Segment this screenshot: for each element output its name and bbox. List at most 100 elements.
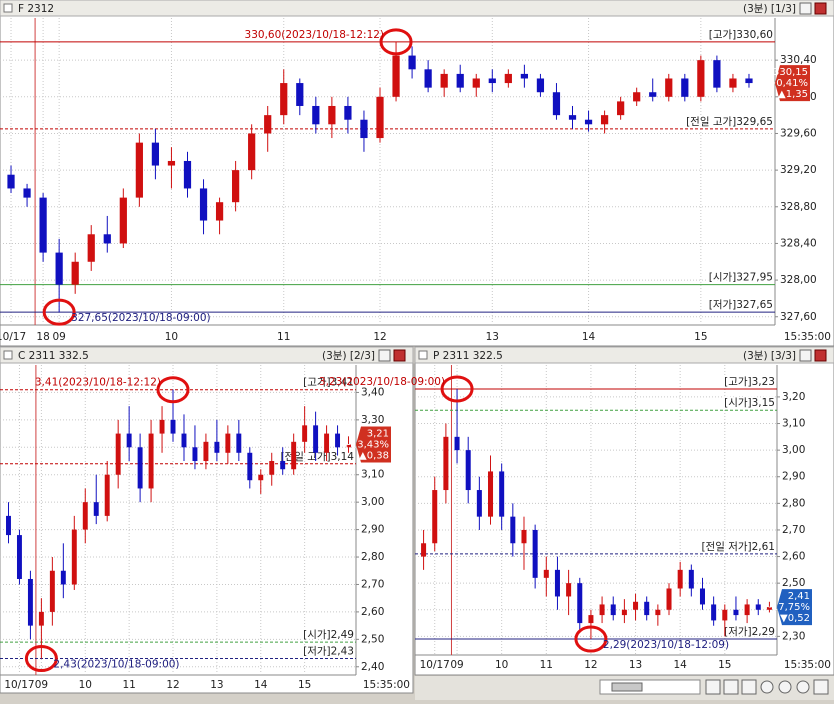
- y-tick-label: 328,40: [780, 237, 817, 249]
- x-tick-label: 12: [584, 659, 597, 671]
- candle-body: [269, 461, 275, 475]
- candle-body: [93, 502, 99, 516]
- x-tick-label: 14: [254, 679, 268, 691]
- last-price-label: +13,43%: [342, 440, 389, 451]
- last-price-box: [775, 65, 810, 102]
- last-price-label: 3,21: [367, 429, 389, 440]
- candle-body: [71, 529, 77, 585]
- highlight-circle: [440, 375, 474, 403]
- next-button[interactable]: [741, 679, 757, 695]
- candle-body: [733, 609, 739, 616]
- x-tick-label: 15: [718, 659, 731, 671]
- candle-body: [151, 142, 160, 166]
- candle-body: [665, 78, 673, 97]
- reference-label: [시가]3,15: [724, 397, 775, 409]
- checkbox[interactable]: [3, 3, 13, 13]
- highlight-circle: [574, 625, 608, 653]
- close-button[interactable]: [393, 349, 406, 362]
- search[interactable]: [796, 680, 810, 694]
- x-tick-label: 11: [122, 679, 135, 691]
- candle-body: [135, 142, 143, 198]
- reference-label: [시가]2,49: [303, 629, 354, 641]
- candle-body: [312, 105, 320, 125]
- candle-body: [711, 604, 717, 621]
- candle-body: [488, 78, 496, 84]
- candle-body: [729, 78, 737, 88]
- reference-label: [시가]327,95: [709, 272, 773, 284]
- maximize-button[interactable]: [799, 349, 812, 362]
- candle-body: [392, 55, 400, 97]
- candle-body: [510, 516, 516, 544]
- close-button[interactable]: [814, 349, 827, 362]
- reference-label: [고가]3,23: [724, 376, 775, 388]
- y-tick-label: 2,50: [361, 633, 384, 645]
- scroll-thumb[interactable]: [611, 682, 643, 692]
- checkbox[interactable]: [3, 350, 13, 360]
- candle-body: [137, 447, 143, 489]
- candle-body: [600, 115, 609, 125]
- last-price-label: ▲0,38: [359, 451, 389, 462]
- candle-body: [745, 78, 753, 84]
- last-price-label: -17,75%: [768, 602, 810, 613]
- x-tick-label: 11: [540, 659, 553, 671]
- x-tick-label: 11: [277, 331, 290, 343]
- reference-label: [저가]2,29: [724, 626, 775, 638]
- y-tick-label: 3,30: [361, 414, 384, 426]
- candle-body: [610, 604, 616, 616]
- candle-body: [617, 101, 625, 116]
- candle-body: [633, 92, 641, 102]
- reference-label: [고가]330,60: [709, 29, 773, 41]
- y-tick-label: 2,80: [361, 551, 384, 563]
- maximize-button[interactable]: [799, 2, 812, 15]
- candle-body: [119, 197, 127, 244]
- candle-body: [170, 419, 176, 434]
- y-tick-label: 3,20: [782, 391, 805, 403]
- candle-body: [521, 529, 527, 544]
- x-tick-label: 15: [298, 679, 311, 691]
- y-tick-label: 2,30: [782, 630, 805, 642]
- candle-body: [699, 588, 705, 605]
- candle-body: [577, 583, 583, 624]
- candle-body: [688, 569, 694, 589]
- settings[interactable]: [813, 679, 829, 695]
- y-tick-label: 3,10: [361, 469, 384, 481]
- panel: [0, 346, 414, 694]
- last-price-box: [356, 426, 391, 463]
- close-button[interactable]: [814, 2, 827, 15]
- x-tick-label: 10/17: [4, 679, 34, 691]
- x-tick-label: 10: [79, 679, 92, 691]
- maximize-button[interactable]: [378, 349, 391, 362]
- candle-body: [264, 115, 272, 134]
- candle-body: [697, 60, 705, 97]
- y-tick-label: 330,40: [780, 54, 817, 66]
- panel-period: (3분) [2/3]: [322, 350, 375, 362]
- x-tick-label: 10/17: [420, 659, 450, 671]
- x-tick-label: 15: [694, 331, 707, 343]
- candle-body: [633, 601, 639, 610]
- y-tick-label: 2,60: [361, 606, 384, 618]
- panel-period: (3분) [3/3]: [743, 350, 796, 362]
- checkbox[interactable]: [418, 350, 428, 360]
- reference-label: [전일 고가]329,65: [686, 115, 773, 128]
- candle-body: [520, 73, 528, 79]
- candle-body: [744, 604, 750, 616]
- annotation: 2,43(2023/10/18-09:00): [53, 659, 179, 671]
- candle-body: [681, 78, 689, 97]
- zoom-in[interactable]: [760, 680, 774, 694]
- candle-body: [443, 436, 449, 491]
- x-tick-label: 13: [629, 659, 642, 671]
- x-tick-label: 09: [35, 679, 48, 691]
- x-tick-label: 12: [373, 331, 386, 343]
- candle-body: [71, 261, 79, 285]
- candle-body: [49, 570, 55, 612]
- y-tick-label: 3,00: [782, 444, 805, 456]
- candle-body: [360, 119, 368, 139]
- candle-body: [584, 119, 593, 125]
- y-tick-label: 3,00: [361, 496, 384, 508]
- zoom-out[interactable]: [778, 680, 792, 694]
- reference-label: [저가]2,43: [303, 646, 354, 658]
- candle-body: [421, 543, 427, 557]
- candle-body: [16, 535, 22, 579]
- play-button[interactable]: [705, 679, 721, 695]
- stop-button[interactable]: [723, 679, 739, 695]
